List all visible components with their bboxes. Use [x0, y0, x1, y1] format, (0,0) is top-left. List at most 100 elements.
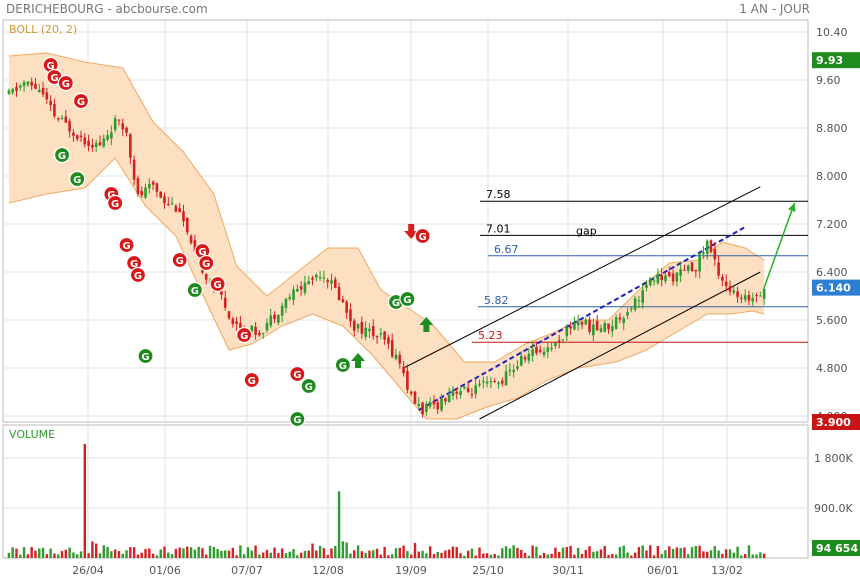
price-y-tick-label: 9.60: [816, 74, 841, 87]
volume-bar: [614, 554, 618, 558]
candle-body: [227, 311, 231, 319]
candle-body: [679, 269, 682, 276]
volume-bar: [288, 551, 291, 558]
candle-body: [189, 235, 193, 244]
volume-bar: [201, 548, 204, 558]
candle-body: [489, 380, 493, 383]
candle-body: [265, 322, 269, 331]
buy-signal-marker: G: [334, 356, 351, 374]
candle-body: [277, 314, 280, 323]
candle-body: [705, 240, 709, 254]
volume-bar: [318, 545, 322, 558]
volume-bar: [671, 548, 675, 558]
candle-body: [375, 335, 379, 338]
signal-letter: G: [214, 280, 222, 291]
buy-signal-marker: G: [137, 347, 154, 365]
volume-bar: [372, 550, 375, 558]
volume-bar: [330, 548, 333, 558]
candle-body: [759, 295, 762, 297]
candle-body: [352, 320, 356, 331]
volume-bar: [170, 554, 174, 558]
candle-body: [523, 357, 527, 360]
candle-body: [261, 332, 265, 334]
last-price-badge: 6.140: [816, 282, 851, 295]
candle-body: [561, 339, 565, 341]
candle-body: [736, 291, 739, 298]
signal-letter: G: [293, 370, 301, 381]
projection-arrow-line: [763, 202, 796, 288]
candle-body: [573, 323, 576, 330]
candle-body: [136, 178, 140, 194]
volume-bar: [98, 553, 102, 558]
candle-body: [155, 183, 159, 192]
signal-letter: G: [111, 199, 119, 210]
candle-body: [387, 337, 390, 344]
volume-bar: [250, 550, 253, 558]
volume-bar: [254, 545, 257, 558]
volume-bar: [379, 554, 383, 558]
candle-body: [239, 322, 242, 331]
volume-bar: [345, 542, 348, 558]
sell-signal-marker: G: [171, 251, 188, 269]
signal-circle: [300, 377, 317, 395]
candle-body: [531, 349, 534, 356]
price-y-tick-label: 8.000: [816, 170, 848, 183]
volume-bar: [489, 554, 493, 558]
candle-body: [330, 280, 333, 284]
candle-body: [463, 386, 466, 389]
high-price-badge-bg: [812, 52, 860, 69]
candle-body: [132, 159, 136, 180]
candle-body: [299, 286, 303, 290]
candle-body: [588, 319, 591, 332]
volume-bar: [409, 554, 413, 558]
volume-bar: [144, 548, 147, 558]
sell-signal-marker: G: [107, 194, 124, 212]
volume-bar: [459, 553, 462, 558]
volume-bar: [216, 549, 219, 558]
signal-circle: [118, 236, 135, 254]
volume-bar: [531, 545, 534, 558]
x-tick-label: 07/07: [231, 564, 263, 577]
volume-bar: [713, 546, 717, 558]
candle-body: [288, 297, 292, 299]
volume-bar: [30, 547, 33, 558]
candle-body: [406, 371, 409, 390]
volume-bar: [539, 555, 542, 558]
signal-letter: G: [248, 376, 256, 387]
candle-body: [383, 331, 386, 340]
candle-body: [516, 366, 519, 369]
volume-bar: [110, 551, 113, 558]
volume-bar: [755, 554, 758, 558]
volume-bar: [265, 549, 269, 558]
candle-body: [417, 403, 421, 406]
volume-bar: [679, 547, 682, 558]
volume-bar: [148, 548, 151, 558]
last-price-badge-bg: [812, 279, 860, 296]
candle-body: [87, 140, 90, 146]
volume-bar: [417, 551, 420, 558]
candle-body: [311, 277, 314, 280]
candle-body: [269, 315, 273, 326]
signal-circle: [69, 170, 86, 188]
volume-bar: [550, 553, 553, 558]
signal-circle: [186, 281, 203, 299]
volume-bar: [618, 546, 622, 558]
volume-bar: [664, 550, 667, 558]
candle-body: [686, 265, 690, 271]
volume-bar: [391, 554, 394, 558]
volume-bar: [584, 549, 587, 558]
candle-body: [645, 284, 648, 288]
candle-body: [371, 326, 375, 337]
candle-body: [622, 318, 626, 324]
candle-body: [592, 324, 595, 336]
volume-bar: [687, 554, 690, 558]
volume-bar: [322, 548, 326, 558]
volume-bar: [717, 550, 720, 558]
candle-body: [470, 394, 474, 396]
signal-letter: G: [198, 247, 206, 258]
channel-line: [403, 186, 761, 369]
price-y-tick-label: 6.400: [816, 266, 848, 279]
candle-body: [258, 332, 261, 336]
volume-bar: [280, 548, 284, 558]
volume-bar: [235, 555, 238, 558]
